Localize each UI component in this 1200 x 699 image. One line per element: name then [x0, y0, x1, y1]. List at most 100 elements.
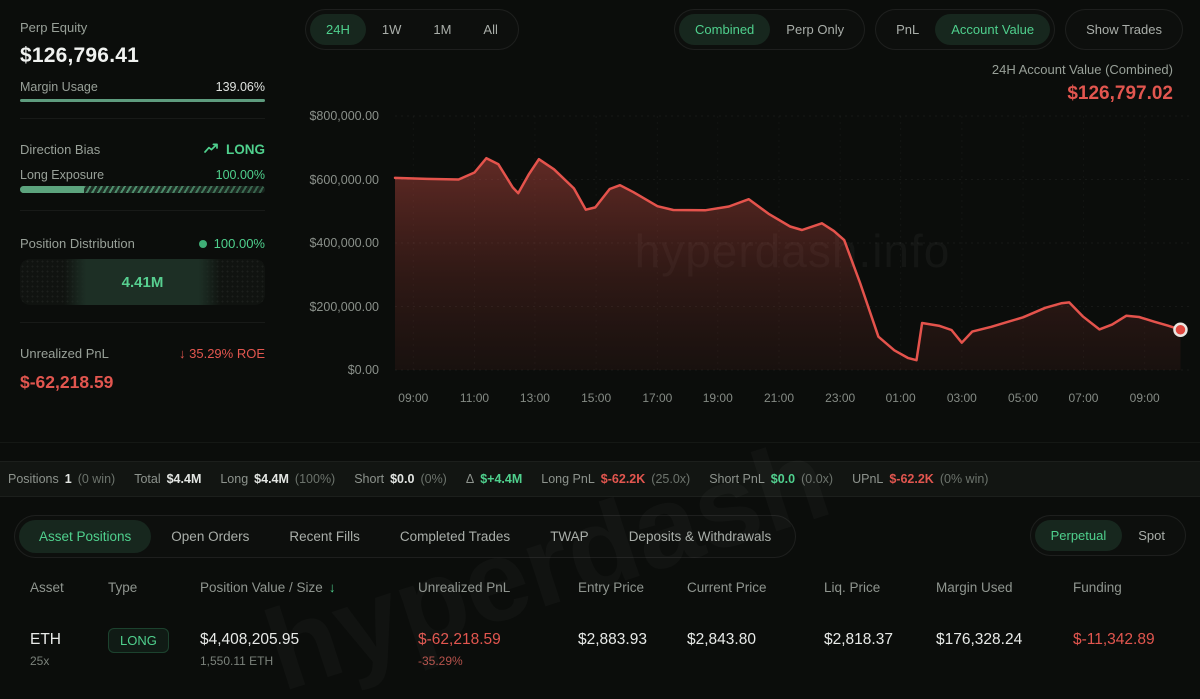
chart-value: $126,797.02: [1067, 83, 1173, 104]
show-trades-button[interactable]: Show Trades: [1070, 14, 1178, 45]
position-distribution-label: Position Distribution: [20, 236, 135, 251]
last-point-marker: [1173, 322, 1188, 337]
range-button-1m[interactable]: 1M: [417, 14, 467, 45]
chart-title: 24H Account Value (Combined): [991, 62, 1173, 77]
account-value-area: [395, 158, 1181, 370]
column-header-label: Entry Price: [578, 580, 645, 595]
x-axis-label: 21:00: [763, 391, 794, 405]
position-distribution-value: 4.41M: [121, 273, 164, 291]
asset-cell: ETH 25x: [30, 631, 108, 668]
perp-equity-label: Perp Equity: [20, 20, 88, 35]
market-button-spot[interactable]: Spot: [1122, 520, 1181, 551]
column-header-type[interactable]: Type↓: [108, 580, 200, 595]
margin-usage-value: 139.06%: [215, 80, 265, 94]
summary-value: $4.4M: [166, 472, 202, 486]
tab-recent-fills[interactable]: Recent Fills: [269, 520, 380, 553]
summary-label: Long PnL: [541, 472, 595, 486]
column-header-funding[interactable]: Funding↓: [1073, 580, 1200, 595]
summary-item-long: Long $4.4M (100%): [220, 472, 335, 486]
scope-button-perp-only[interactable]: Perp Only: [770, 14, 860, 45]
tabs-group: Asset Positions Open Orders Recent Fills Co…: [14, 515, 797, 558]
x-axis: 09:00 11:00 13:00 15:00 17:00 19:00 21:00 23:00…: [395, 391, 1190, 409]
summary-value: $0.0: [770, 472, 796, 486]
row-upnl-pct: -35.29%: [418, 654, 463, 668]
view-button-pnl[interactable]: PnL: [880, 14, 935, 45]
market-button-perpetual[interactable]: Perpetual: [1034, 520, 1123, 551]
long-exposure-label: Long Exposure: [20, 168, 105, 182]
x-axis-label: 07:00: [1068, 391, 1099, 405]
range-button-24h[interactable]: 24H: [310, 14, 366, 45]
y-axis-label: $800,000.00: [309, 109, 379, 123]
margin-used: $176,328.24: [936, 631, 1023, 648]
current-price: $2,843.80: [687, 631, 756, 648]
column-header-margin-used[interactable]: Margin Used↓: [936, 580, 1073, 595]
positions-section: Asset Positions Open Orders Recent Fills Co…: [0, 497, 1200, 699]
column-header-position-value-size[interactable]: Position Value / Size ↓: [200, 580, 418, 595]
tabs-row: Asset Positions Open Orders Recent Fills Co…: [0, 497, 1200, 558]
positions-summary-bar: Positions 1 (0 win) Total $4.4M Long $4.…: [0, 461, 1200, 497]
tab-open-orders[interactable]: Open Orders: [151, 520, 269, 553]
asset-symbol: ETH: [30, 631, 61, 648]
tab-asset-positions[interactable]: Asset Positions: [19, 520, 152, 553]
position-distribution-pct: 100.00%: [213, 236, 265, 251]
unrealized-pnl-label: Unrealized PnL: [20, 346, 109, 361]
divider: [20, 210, 265, 211]
summary-suffix: (0.0x): [801, 472, 834, 486]
column-header-label: Asset: [30, 580, 64, 595]
margin-used-cell: $176,328.24: [936, 631, 1073, 668]
tab-twap[interactable]: TWAP: [530, 520, 609, 553]
y-axis-label: $0.00: [347, 363, 379, 377]
type-cell: LONG: [108, 628, 200, 668]
tab-completed-trades[interactable]: Completed Trades: [380, 520, 530, 553]
x-axis-label: 19:00: [702, 391, 733, 405]
direction-bias-label: Direction Bias: [20, 142, 101, 157]
column-header-label: Current Price: [687, 580, 767, 595]
range-button-all[interactable]: All: [467, 14, 513, 45]
position-distribution-bar[interactable]: 4.41M: [20, 259, 265, 305]
position-value: $4,408,205.95: [200, 631, 300, 648]
x-axis-label: 03:00: [946, 391, 977, 405]
table-body: ETH 25x LONG $4,408,205.95 1,550.11 ETH …: [0, 595, 1200, 668]
column-header-entry-price[interactable]: Entry Price↓: [578, 580, 687, 595]
column-header-label: Unrealized PnL: [418, 580, 511, 595]
x-axis-label: 09:00: [1129, 391, 1160, 405]
summary-suffix: (25.0x): [651, 472, 691, 486]
y-axis: $800,000.00 $600,000.00 $400,000.00 $200,00…: [278, 104, 386, 377]
summary-value: $4.4M: [254, 472, 289, 486]
asset-leverage: 25x: [30, 654, 50, 668]
view-button-account-value[interactable]: Account Value: [935, 14, 1051, 45]
tab-deposits-withdrawals[interactable]: Deposits & Withdrawals: [609, 520, 792, 553]
stats-panel: Perp Equity $126,796.41 Margin Usage 139…: [20, 0, 265, 443]
funding-cell: $-11,342.89: [1073, 631, 1200, 668]
summary-value: $-62.2K: [889, 472, 934, 486]
column-header-unrealized-pnl[interactable]: Unrealized PnL↓: [418, 580, 578, 595]
view-group: PnL Account Value: [875, 9, 1056, 50]
column-header-label: Funding: [1073, 580, 1122, 595]
scope-button-combined[interactable]: Combined: [679, 14, 771, 45]
y-axis-label: $400,000.00: [309, 236, 379, 250]
column-header-asset[interactable]: Asset↓: [30, 580, 108, 595]
position-type-badge: LONG: [108, 628, 169, 653]
sort-desc-icon: ↓: [328, 580, 336, 595]
unrealized-pnl-value: $-62,218.59: [20, 372, 114, 392]
x-axis-label: 11:00: [459, 391, 490, 405]
summary-suffix: (0% win): [939, 472, 989, 486]
summary-suffix: (100%): [294, 472, 336, 486]
summary-item-long-pnl: Long PnL $-62.2K (25.0x): [541, 472, 690, 486]
x-axis-label: 13:00: [519, 391, 550, 405]
range-button-1w[interactable]: 1W: [366, 14, 418, 45]
summary-label: Short: [354, 472, 385, 486]
position-row[interactable]: ETH 25x LONG $4,408,205.95 1,550.11 ETH …: [0, 595, 1200, 668]
summary-item-short: Short $0.0 (0%): [354, 472, 447, 486]
margin-usage-bar: [20, 99, 265, 102]
market-toggle: Perpetual Spot: [1029, 515, 1186, 556]
column-header-current-price[interactable]: Current Price↓: [687, 580, 824, 595]
direction-bias-value: LONG: [226, 142, 265, 157]
account-value-chart[interactable]: [393, 104, 1190, 371]
perp-equity-value: $126,796.41: [20, 44, 139, 67]
summary-label: Δ: [465, 472, 475, 486]
summary-value: 1: [64, 472, 72, 486]
column-header-liq-price[interactable]: Liq. Price↓: [824, 580, 936, 595]
column-header-label: Position Value / Size: [200, 580, 323, 595]
